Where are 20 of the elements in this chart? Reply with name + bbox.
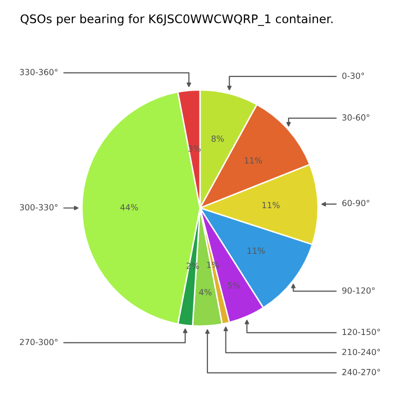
data-label: 4% <box>199 288 212 296</box>
data-label: 11% <box>262 202 280 208</box>
slice-label: 210-240° <box>342 348 380 356</box>
slice-label: 30-60° <box>342 114 370 121</box>
data-label: 2% <box>186 262 199 269</box>
data-label: 11% <box>244 157 262 164</box>
slice-label: 270-300° <box>20 338 58 346</box>
slice-label: 120-150° <box>342 328 380 336</box>
chart-title: QSOs per bearing for K6JSC0WWCWQRP_1 container. <box>20 14 333 26</box>
slice-label: 330-360° <box>20 68 58 76</box>
slice-label: 300-330° <box>20 204 58 210</box>
data-label: 5% <box>228 282 240 288</box>
data-label: 8% <box>212 135 224 142</box>
data-label: 1% <box>207 262 220 268</box>
slice-label: 90-120° <box>342 287 375 294</box>
data-label: 11% <box>248 248 265 254</box>
slice-label: 240-270° <box>342 368 380 376</box>
slice-label: 0-30° <box>342 72 364 79</box>
slice-label: 60-90° <box>342 200 370 206</box>
data-label: 44% <box>120 204 138 210</box>
